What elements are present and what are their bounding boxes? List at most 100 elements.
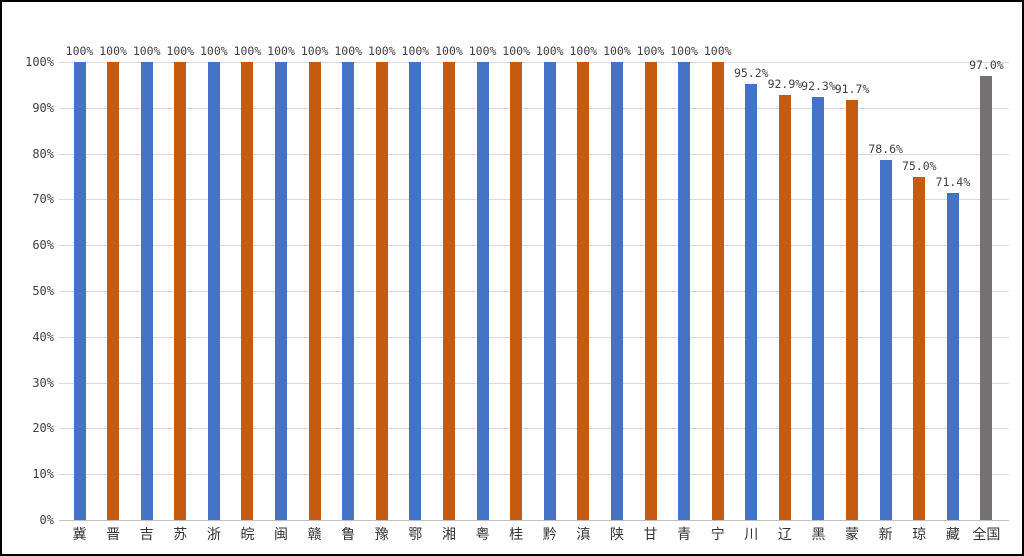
y-tick-label: 40%: [32, 329, 54, 344]
bar-value-label: 100%: [99, 44, 127, 58]
x-axis-label: 黑: [811, 526, 826, 542]
bar-value-label: 100%: [435, 44, 463, 58]
bar-value-label: 100%: [569, 44, 598, 58]
bar-青: [678, 62, 691, 520]
bar-value-label: 71.4%: [935, 174, 971, 189]
bar-辽: [778, 94, 791, 520]
bar-浙: [207, 62, 220, 520]
bar-鲁: [342, 62, 355, 520]
gridline: [59, 336, 1009, 338]
gridline: [59, 107, 1009, 109]
x-axis-label: 陕: [609, 526, 624, 542]
x-axis-label: 鲁: [341, 526, 356, 542]
bar-value-label: 92.3%: [801, 79, 836, 94]
bar-value-label: 100%: [233, 44, 262, 58]
x-axis-label: 粤: [475, 526, 490, 542]
bar-晋: [107, 62, 120, 520]
y-tick-label: 60%: [32, 238, 54, 253]
x-axis-label: 浙: [206, 526, 221, 542]
bar-桂: [510, 62, 523, 520]
x-axis-label: 湘: [441, 526, 456, 542]
x-axis-label: 桂: [509, 526, 524, 542]
bar-value-label: 100%: [636, 44, 665, 58]
bar-value-label: 92.9%: [767, 76, 803, 91]
bar-value-label: 95.2%: [733, 65, 769, 80]
bar-冀: [73, 62, 86, 520]
y-tick-label: 50%: [32, 284, 54, 298]
bar-value-label: 100%: [401, 44, 430, 58]
gridline: [59, 62, 1009, 63]
x-axis-label: 琼: [912, 526, 927, 542]
y-tick-label: 30%: [32, 375, 54, 390]
x-axis-label: 晋: [106, 526, 121, 542]
y-tick-label: 90%: [32, 100, 54, 115]
x-axis-label: 赣: [307, 526, 322, 542]
bar-value-label: 100%: [468, 44, 497, 58]
bar-value-label: 100%: [535, 44, 564, 58]
x-axis-label: 甘: [643, 526, 658, 542]
bar-value-label: 100%: [200, 44, 228, 58]
bar-湘: [442, 62, 455, 520]
y-tick-label: 20%: [32, 421, 54, 436]
x-axis-label: 苏: [173, 526, 188, 542]
bar-value-label: 100%: [166, 44, 195, 58]
y-tick-label: 100%: [25, 55, 54, 69]
bar-value-label: 100%: [703, 44, 732, 58]
x-axis-label: 川: [744, 526, 759, 542]
gridline: [59, 428, 1009, 430]
bar-皖: [241, 62, 254, 520]
bar-value-label: 100%: [132, 44, 161, 58]
y-tick-label: 70%: [32, 192, 54, 207]
bar-苏: [174, 62, 187, 520]
bar-蒙: [846, 100, 859, 520]
x-axis-label: 鄂: [408, 526, 423, 542]
gridline: [59, 153, 1009, 155]
gridline: [59, 199, 1009, 201]
bar-粤: [476, 62, 489, 520]
bar-闽: [275, 62, 288, 520]
gridline: [59, 382, 1009, 384]
x-axis-label: 全国: [972, 526, 1001, 542]
gridline: [59, 291, 1009, 292]
bar-value-label: 78.6%: [868, 142, 903, 156]
bar-value-label: 100%: [300, 44, 329, 58]
x-axis-label: 皖: [240, 526, 255, 542]
bar-宁: [711, 62, 724, 520]
bar-新: [879, 160, 892, 520]
y-tick-label: 0%: [39, 513, 54, 527]
x-axis-label: 新: [878, 526, 893, 542]
x-axis-label: 黔: [542, 526, 557, 542]
bar-value-label: 75.0%: [901, 158, 937, 173]
bar-value-label: 100%: [367, 44, 396, 58]
x-axis-label: 吉: [139, 526, 154, 542]
bar-value-label: 97.0%: [969, 57, 1004, 72]
x-axis-label: 豫: [374, 526, 389, 542]
bar-赣: [308, 62, 321, 520]
bar-value-label: 100%: [603, 44, 631, 58]
bar-甘: [644, 62, 657, 520]
bar-value-label: 100%: [334, 44, 363, 58]
bar-value-label: 100%: [670, 44, 698, 58]
x-axis-label: 藏: [945, 526, 960, 542]
bar-陕: [610, 62, 623, 520]
x-axis-label: 滇: [576, 526, 591, 542]
y-tick-label: 10%: [32, 467, 54, 482]
bar-黑: [812, 97, 825, 520]
x-axis-label: 冀: [72, 526, 87, 542]
bar-value-label: 100%: [65, 44, 94, 58]
bar-value-label: 100%: [267, 44, 295, 58]
x-axis-label: 蒙: [845, 526, 860, 542]
bar-琼: [913, 176, 926, 520]
bar-滇: [577, 62, 590, 520]
gridline: [59, 245, 1009, 247]
x-axis-label: 宁: [710, 526, 725, 542]
y-tick-label: 80%: [32, 146, 54, 161]
bar-value-label: 91.7%: [834, 82, 870, 96]
x-axis-label: 闽: [274, 526, 289, 542]
bar-黔: [543, 62, 556, 520]
bar-鄂: [409, 62, 422, 520]
bar-全国: [980, 75, 993, 520]
bar-藏: [946, 192, 959, 520]
